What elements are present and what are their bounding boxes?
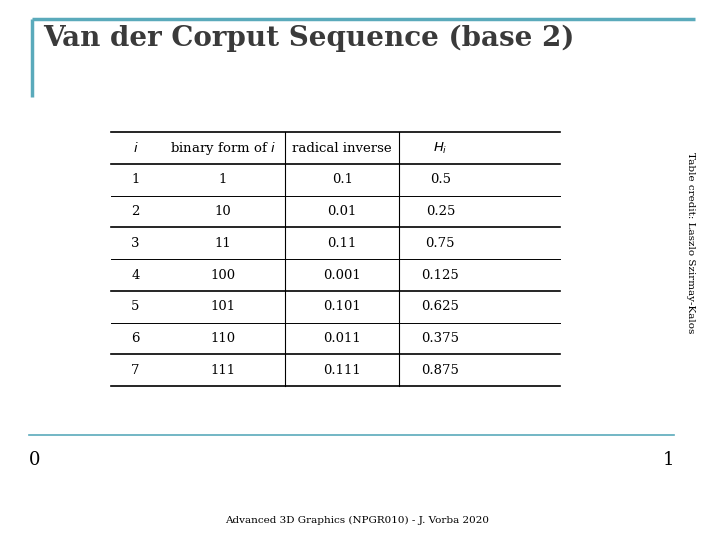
Text: 0: 0 <box>29 451 40 469</box>
Text: 0.101: 0.101 <box>323 300 361 313</box>
Text: Advanced 3D Graphics (NPGR010) - J. Vorba 2020: Advanced 3D Graphics (NPGR010) - J. Vorb… <box>225 516 489 525</box>
Text: 110: 110 <box>210 332 235 345</box>
Text: 3: 3 <box>131 237 140 250</box>
Text: 5: 5 <box>131 300 140 313</box>
Text: 0.75: 0.75 <box>426 237 455 250</box>
Text: 1: 1 <box>131 173 140 186</box>
Text: 111: 111 <box>210 364 235 377</box>
Text: 0.375: 0.375 <box>421 332 459 345</box>
Text: 0.875: 0.875 <box>421 364 459 377</box>
Text: 0.125: 0.125 <box>421 268 459 281</box>
Text: $i$: $i$ <box>132 141 138 155</box>
Text: 2: 2 <box>131 205 140 218</box>
Text: 11: 11 <box>215 237 231 250</box>
Text: 1: 1 <box>219 173 227 186</box>
Text: 0.111: 0.111 <box>323 364 361 377</box>
Text: $H_i$: $H_i$ <box>433 140 448 156</box>
Text: 0.01: 0.01 <box>328 205 357 218</box>
Text: 0.001: 0.001 <box>323 268 361 281</box>
Text: 100: 100 <box>210 268 235 281</box>
Text: 4: 4 <box>131 268 140 281</box>
Text: 0.5: 0.5 <box>430 173 451 186</box>
Text: 10: 10 <box>215 205 231 218</box>
Text: 6: 6 <box>131 332 140 345</box>
Text: 0.625: 0.625 <box>421 300 459 313</box>
Text: 101: 101 <box>210 300 235 313</box>
Text: 0.011: 0.011 <box>323 332 361 345</box>
Text: Table credit: Laszlo Szirmay-Kalos: Table credit: Laszlo Szirmay-Kalos <box>686 152 695 334</box>
Text: 7: 7 <box>131 364 140 377</box>
Text: 0.25: 0.25 <box>426 205 455 218</box>
Text: binary form of $i$: binary form of $i$ <box>170 140 276 157</box>
Text: 0.1: 0.1 <box>332 173 353 186</box>
Text: Van der Corput Sequence (base 2): Van der Corput Sequence (base 2) <box>42 24 574 52</box>
Text: 0.11: 0.11 <box>328 237 357 250</box>
Text: 1: 1 <box>662 451 674 469</box>
Text: radical inverse: radical inverse <box>292 141 392 154</box>
